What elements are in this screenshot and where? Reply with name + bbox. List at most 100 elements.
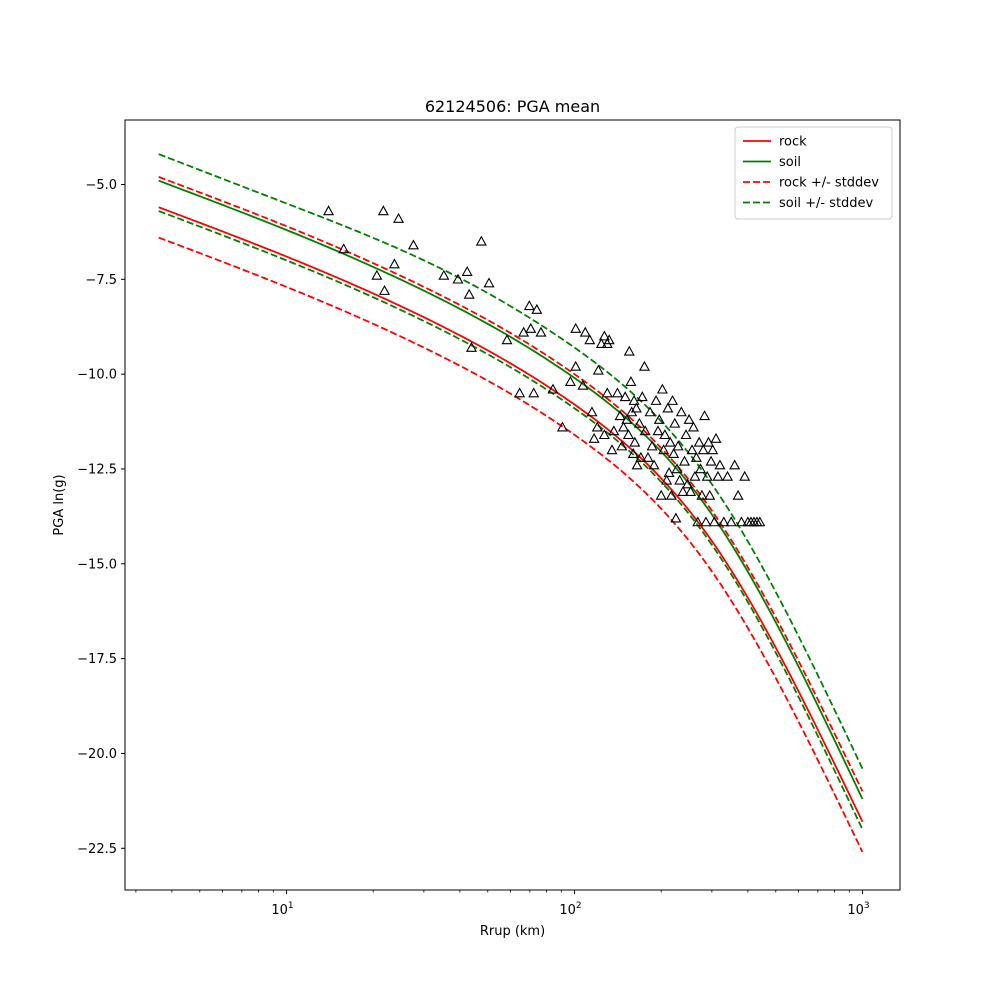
data-point [695, 463, 707, 474]
axis-ticks: −5.0 −7.5 −10.0 −12.5 −15.0 −17.5 −20.0 −22.5 10… [77, 178, 869, 918]
data-point [650, 394, 662, 405]
data-point [598, 330, 610, 341]
data-point [729, 459, 741, 470]
legend-label: rock +/- stddev [779, 176, 879, 191]
legend: rock soil rock +/- stddev soil +/- stddev [734, 126, 893, 220]
data-point [662, 402, 674, 413]
data-point [475, 235, 487, 246]
data-point [689, 470, 701, 481]
curve-soil-1 [158, 179, 864, 800]
legend-label: soil +/- stddev [779, 196, 874, 211]
data-point [690, 451, 702, 462]
chart-title: 62124506: PGA mean [425, 97, 600, 116]
data-point [702, 436, 715, 447]
data-point [659, 429, 671, 440]
y-tick-label: −20.0 [77, 747, 117, 762]
data-point [461, 265, 473, 276]
data-point [623, 345, 635, 356]
curve-rock-0 [158, 206, 864, 823]
data-point [704, 489, 716, 500]
data-point [693, 436, 705, 447]
x-axis-label: Rrup (km) [480, 924, 545, 939]
data-point [683, 413, 695, 424]
data-point [636, 391, 648, 402]
data-point [584, 334, 596, 345]
data-point [631, 459, 643, 470]
data-point [452, 273, 464, 284]
data-point [658, 444, 670, 455]
data-point [642, 451, 654, 462]
data-point [686, 444, 698, 455]
data-point [712, 470, 724, 481]
data-point [685, 485, 697, 496]
y-axis-label: PGA ln(g) [52, 474, 67, 535]
data-point [547, 383, 559, 394]
legend-label: soil [779, 155, 801, 170]
data-point [664, 436, 676, 447]
data-point [670, 512, 682, 523]
data-point [608, 425, 620, 436]
data-point [630, 402, 642, 413]
data-point [323, 205, 335, 216]
y-tick-label: −12.5 [77, 462, 117, 477]
data-point [699, 410, 711, 421]
data-point [714, 459, 726, 470]
data-point [754, 516, 766, 527]
data-point [721, 470, 734, 481]
data-point [556, 421, 568, 432]
data-point [501, 334, 513, 345]
curve-soil-stddev-5 [158, 210, 864, 830]
data-point [718, 516, 730, 527]
y-tick-label: −5.0 [85, 178, 117, 193]
data-point [523, 300, 535, 311]
curve-soil-stddev-4 [158, 153, 864, 770]
curve-rock-stddev-3 [158, 236, 864, 853]
data-point [629, 436, 641, 447]
data-point [525, 322, 537, 333]
data-point [588, 432, 600, 443]
data-point [627, 448, 639, 459]
data-point [388, 258, 400, 269]
data-point [668, 448, 680, 459]
data-point [371, 269, 383, 280]
data-point [638, 360, 650, 371]
data-point [648, 459, 660, 470]
data-point [531, 303, 543, 314]
data-point [735, 516, 747, 527]
data-point [465, 341, 478, 352]
data-point [625, 375, 637, 386]
data-point [701, 470, 713, 481]
data-point [564, 375, 576, 386]
data-point [614, 410, 626, 421]
data-point [687, 421, 700, 432]
y-tick-label: −10.0 [77, 368, 117, 383]
data-point [463, 288, 475, 299]
data-point [677, 485, 689, 496]
data-point [535, 326, 547, 337]
data-point [653, 413, 665, 424]
y-tick-label: −17.5 [77, 652, 117, 667]
data-point [661, 474, 673, 485]
data-point [579, 326, 591, 337]
data-point [635, 451, 647, 462]
data-point [577, 379, 589, 390]
plot-area [158, 153, 864, 853]
data-point [696, 489, 708, 500]
data-point [621, 413, 633, 424]
x-tick-base: 10 [847, 903, 864, 918]
y-tick-label: −7.5 [85, 273, 117, 288]
x-tick-base: 10 [559, 903, 576, 918]
x-tick-label: 102 [559, 901, 581, 918]
data-point [606, 444, 618, 455]
data-point [666, 394, 679, 405]
data-point [665, 489, 677, 500]
data-point [622, 429, 635, 440]
data-point [591, 421, 603, 432]
data-point [611, 387, 623, 398]
data-point [601, 387, 613, 398]
data-point [697, 444, 709, 455]
data-point [739, 470, 751, 481]
data-point [438, 269, 450, 280]
data-point [644, 406, 656, 417]
